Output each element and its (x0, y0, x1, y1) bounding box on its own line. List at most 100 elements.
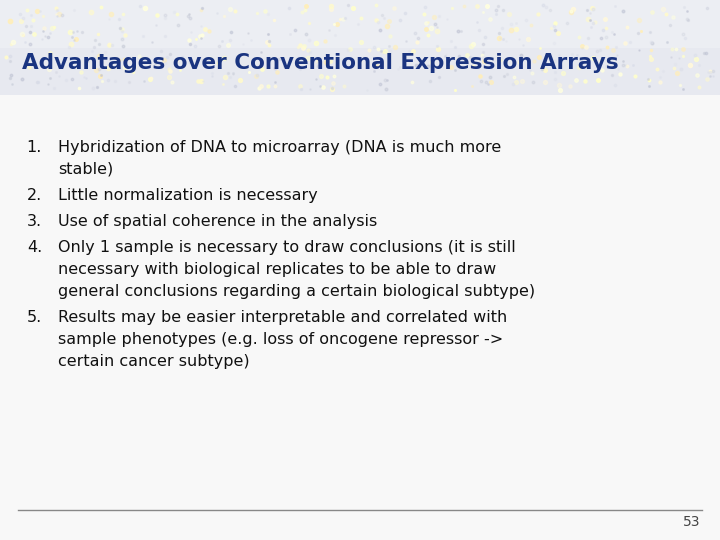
Point (474, 72, 486, 80)
Point (708, 67, 719, 76)
Point (206, 72, 217, 80)
Point (219, 11, 230, 20)
Point (644, 46, 656, 55)
Point (220, 73, 231, 82)
Point (48, 23, 60, 31)
Point (161, 53, 173, 62)
Point (207, 69, 218, 77)
Point (539, 65, 551, 74)
Point (576, 42, 588, 51)
Point (301, 2, 312, 11)
Point (371, 60, 382, 69)
Point (390, 43, 401, 52)
Point (410, 61, 422, 70)
Point (4, 17, 16, 26)
Point (645, 55, 657, 64)
Point (410, 61, 421, 70)
Point (430, 20, 441, 29)
Point (6, 37, 18, 46)
Point (510, 19, 522, 28)
Point (17, 30, 28, 38)
Text: 53: 53 (683, 515, 700, 529)
Point (614, 69, 626, 78)
Point (113, 56, 125, 64)
Point (681, 6, 693, 15)
Point (75, 68, 86, 76)
Point (513, 35, 524, 43)
Point (196, 76, 207, 85)
Point (302, 53, 314, 62)
Point (163, 73, 174, 82)
Point (136, 54, 148, 63)
Text: Use of spatial coherence in the analysis: Use of spatial coherence in the analysis (58, 214, 377, 229)
Point (657, 5, 669, 14)
Point (299, 6, 310, 15)
Point (340, 14, 351, 22)
Point (467, 40, 479, 49)
Point (591, 47, 603, 56)
Point (31, 78, 42, 87)
Point (381, 85, 392, 93)
Point (528, 78, 539, 86)
Point (50, 4, 61, 12)
Point (45, 29, 56, 38)
Point (431, 26, 442, 35)
Point (607, 28, 618, 37)
Point (619, 61, 631, 70)
Point (228, 69, 239, 78)
Point (654, 77, 666, 86)
Point (701, 75, 713, 84)
Point (204, 54, 215, 63)
Point (284, 58, 295, 66)
Point (168, 8, 180, 16)
Point (328, 20, 340, 29)
Point (679, 34, 690, 43)
Point (338, 82, 350, 91)
Point (524, 66, 536, 75)
Point (635, 26, 647, 35)
Point (82, 56, 94, 65)
Point (424, 77, 436, 85)
Point (159, 14, 171, 22)
Point (17, 31, 28, 39)
Point (173, 21, 184, 30)
Point (683, 16, 694, 24)
Point (567, 5, 579, 14)
Point (632, 29, 644, 37)
Point (532, 9, 544, 18)
Point (305, 84, 316, 93)
Point (394, 15, 405, 24)
Point (28, 30, 40, 38)
Point (420, 19, 432, 28)
Point (372, 16, 383, 24)
Point (312, 58, 324, 67)
Point (171, 56, 182, 65)
Point (433, 73, 445, 82)
Point (37, 26, 48, 35)
Point (666, 44, 678, 53)
Point (89, 36, 101, 44)
Point (689, 51, 701, 59)
Text: Advantages over Conventional Expression Arrays: Advantages over Conventional Expression … (22, 53, 618, 73)
Point (587, 18, 598, 27)
Point (228, 69, 239, 77)
Point (0, 52, 12, 61)
Point (324, 57, 336, 66)
Point (197, 4, 208, 13)
Point (549, 75, 561, 84)
Point (66, 74, 78, 83)
Point (24, 28, 35, 37)
Point (617, 61, 629, 70)
Point (330, 31, 341, 39)
Point (294, 41, 305, 50)
Point (88, 84, 99, 92)
Point (103, 15, 114, 24)
Point (702, 68, 714, 76)
Point (242, 29, 253, 37)
Point (423, 18, 434, 26)
Point (259, 6, 271, 15)
Point (369, 66, 380, 75)
Point (42, 33, 53, 42)
Point (372, 44, 383, 53)
Point (455, 26, 467, 35)
